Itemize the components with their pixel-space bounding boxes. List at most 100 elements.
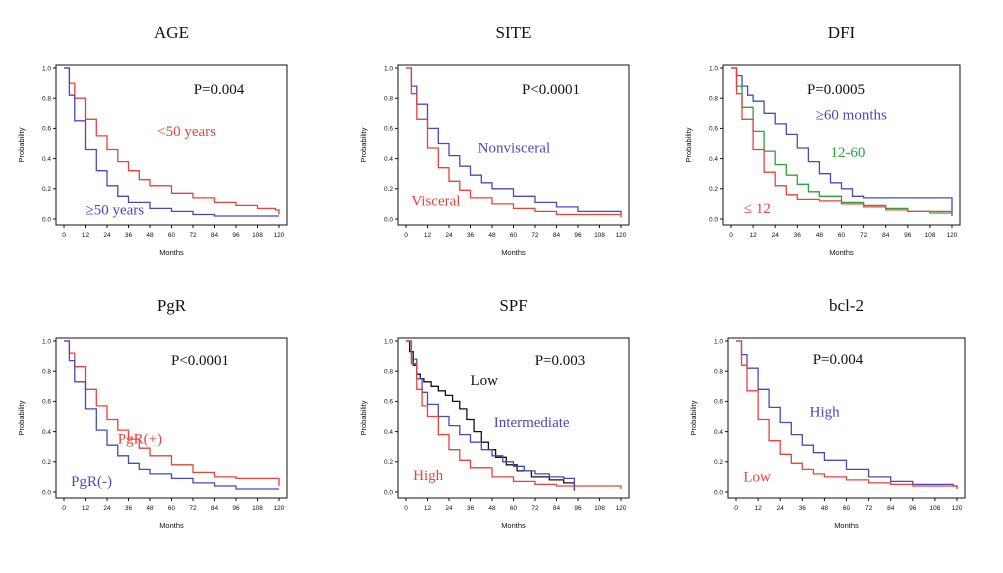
x-tick-label: 96 [909,505,917,512]
panel-title: SPF [499,296,527,315]
y-tick-label: 0.8 [384,96,393,103]
y-tick-label: 1.0 [384,338,393,345]
y-tick-label: 0.8 [42,369,51,376]
x-tick-label: 0 [734,505,738,512]
y-tick-label: 0.4 [709,156,718,163]
curve-low [406,340,576,491]
y-axis-label: Probability [359,400,368,435]
curve-pgr [64,340,280,486]
y-tick-label: 0.8 [384,369,393,376]
x-axis-label: Months [829,248,854,257]
y-tick-label: 0.6 [384,126,393,133]
y-tick-label: 0.0 [384,489,393,496]
series-label: 12-60 [830,145,865,161]
x-axis-label: Months [159,521,184,530]
curve-50-years [64,67,280,215]
series-label: Low [471,373,499,389]
x-tick-label: 24 [445,232,453,239]
curve-12-60 [731,67,953,215]
y-tick-label: 0.0 [709,216,718,223]
x-tick-label: 60 [838,232,846,239]
x-tick-label: 108 [252,232,263,239]
x-tick-label: 84 [211,505,219,512]
x-tick-label: 24 [103,505,111,512]
x-tick-label: 120 [616,232,627,239]
series-label: <50 years [157,124,216,140]
series-label: High [810,405,841,421]
x-axis-label: Months [159,248,184,257]
panel-title: bcl-2 [829,296,864,315]
x-tick-label: 96 [574,232,582,239]
y-tick-label: 1.0 [42,338,51,345]
y-tick-label: 0.4 [384,156,393,163]
x-tick-label: 12 [754,505,762,512]
x-tick-label: 96 [232,232,240,239]
x-tick-label: 120 [274,505,285,512]
y-axis-label: Probability [17,400,26,435]
p-value: P=0.0005 [807,82,865,98]
x-tick-label: 108 [924,232,935,239]
x-tick-label: 12 [424,232,432,239]
x-tick-label: 0 [729,232,733,239]
x-tick-label: 0 [404,505,408,512]
x-tick-label: 12 [82,232,90,239]
y-tick-label: 0.6 [714,399,723,406]
y-tick-label: 0.8 [42,96,51,103]
x-tick-label: 60 [510,232,518,239]
curve-high [406,340,622,489]
series-label: ≤ 12 [744,201,771,217]
x-tick-label: 60 [168,232,176,239]
panel-spf: SPF 0.0 0.2 0.4 0.6 0.8 1.0 0 12 24 36 48 60 72 84 96 10… [359,296,630,530]
x-tick-label: 72 [865,505,873,512]
series-label: ≥50 years [86,202,145,218]
y-tick-label: 0.2 [384,186,393,193]
x-tick-label: 36 [467,505,475,512]
x-tick-label: 84 [887,505,895,512]
y-tick-label: 0.8 [714,369,723,376]
y-axis-label: Probability [689,400,698,435]
series-label: ≥60 months [816,107,887,123]
x-tick-label: 108 [929,505,940,512]
y-tick-label: 0.2 [384,459,393,466]
y-axis-label: Probability [359,127,368,162]
y-tick-label: 0.6 [384,399,393,406]
panel-title: AGE [154,23,189,42]
x-tick-label: 120 [947,232,958,239]
x-tick-label: 84 [882,232,890,239]
panel-title: SITE [496,23,532,42]
y-tick-label: 0.4 [42,156,51,163]
curve-50-years [64,67,279,217]
x-tick-label: 24 [777,505,785,512]
y-tick-label: 1.0 [42,65,51,72]
y-tick-label: 1.0 [714,338,723,345]
curve-low [736,340,958,488]
series-label: Intermediate [494,415,570,431]
panel-pgr: PgR 0.0 0.2 0.4 0.6 0.8 1.0 0 12 24 36 48 60 72 84 96 10… [17,296,288,530]
x-tick-label: 120 [274,232,285,239]
x-axis-label: Months [501,248,526,257]
x-tick-label: 36 [794,232,802,239]
series-label: Visceral [411,193,460,209]
panel-title: PgR [157,296,187,315]
y-tick-label: 0.8 [709,96,718,103]
x-tick-label: 12 [749,232,757,239]
x-tick-label: 60 [843,505,851,512]
x-tick-label: 48 [488,505,496,512]
x-tick-label: 48 [488,232,496,239]
y-tick-label: 1.0 [384,65,393,72]
y-tick-label: 1.0 [709,65,718,72]
x-axis-label: Months [834,521,859,530]
x-tick-label: 12 [82,505,90,512]
panel-site: SITE 0.0 0.2 0.4 0.6 0.8 1.0 0 12 24 36 48 60 72 84 96 1… [359,23,630,257]
curve-60-months [731,67,953,216]
p-value: P=0.003 [535,353,586,369]
y-tick-label: 0.6 [709,126,718,133]
x-tick-label: 12 [424,505,432,512]
curve-nonvisceral [406,67,622,215]
series-label: Nonvisceral [478,141,550,157]
y-tick-label: 0.4 [384,429,393,436]
series-label: PgR(-) [71,474,112,490]
x-tick-label: 120 [616,505,627,512]
x-tick-label: 36 [125,505,133,512]
